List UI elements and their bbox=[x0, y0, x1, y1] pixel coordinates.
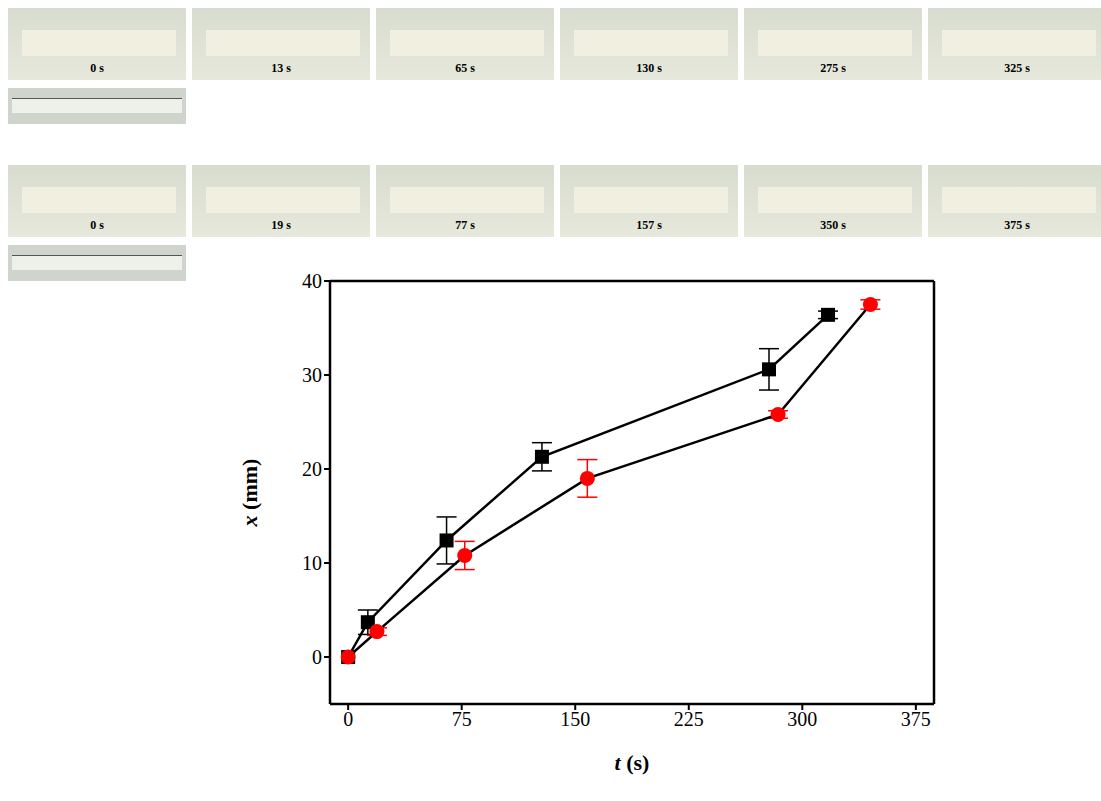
html-text:65 s: 65 s bbox=[455, 61, 475, 75]
svg-text:t (s): t (s) bbox=[615, 750, 650, 775]
html-text:77 s: 77 s bbox=[455, 218, 475, 232]
html-text:375 s: 375 s bbox=[1004, 218, 1030, 232]
svg-text:10: 10 bbox=[302, 552, 322, 574]
svg-text:300: 300 bbox=[787, 708, 817, 730]
svg-text:40: 40 bbox=[302, 270, 322, 292]
svg-text:30: 30 bbox=[302, 364, 322, 386]
svg-text:375: 375 bbox=[901, 708, 931, 730]
html-text:130 s: 130 s bbox=[636, 61, 662, 75]
svg-text:20: 20 bbox=[302, 458, 322, 480]
html-text:350 s: 350 s bbox=[820, 218, 846, 232]
svg-text:225: 225 bbox=[674, 708, 704, 730]
svg-text:x (mm): x (mm) bbox=[237, 459, 262, 528]
html-text:19 s: 19 s bbox=[271, 218, 291, 232]
html-text:325 s: 325 s bbox=[1004, 61, 1030, 75]
svg-text:0: 0 bbox=[312, 646, 322, 668]
html-text:0 s: 0 s bbox=[90, 61, 104, 75]
svg-text:0: 0 bbox=[343, 708, 353, 730]
html-text:157 s: 157 s bbox=[636, 218, 662, 232]
html-text:13 s: 13 s bbox=[271, 61, 291, 75]
svg-text:150: 150 bbox=[560, 708, 590, 730]
html-text:275 s: 275 s bbox=[820, 61, 846, 75]
svg-text:75: 75 bbox=[452, 708, 472, 730]
html-text:0 s: 0 s bbox=[90, 218, 104, 232]
